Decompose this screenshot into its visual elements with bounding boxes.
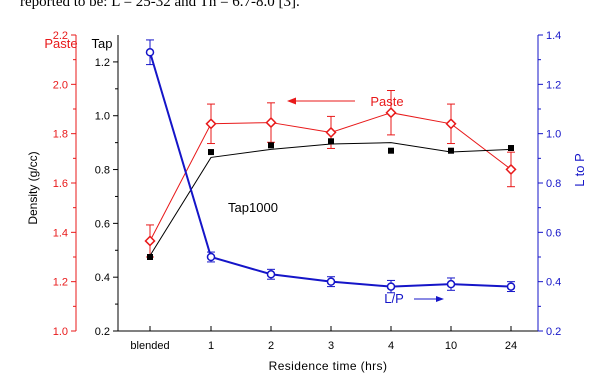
paste-annotation: Paste: [370, 94, 403, 109]
paste-point: [205, 118, 217, 130]
paste-point: [505, 163, 517, 175]
x-tick-label: 24: [505, 340, 517, 352]
left-outer-axis-tick-label: 2.0: [53, 79, 68, 91]
left-outer-axis-tick-label: 1.6: [53, 178, 68, 190]
left-inner-axis-tick-label: 0.2: [95, 326, 110, 338]
right-axis-tick-label: 0.8: [546, 178, 561, 190]
l-p-point: [326, 277, 336, 286]
axes-layer: 1.0 1.2 1.4 1.6 1.8 2.0 2.2 0.2 0.4 0.6 0.8 1.0 1.2 0…: [53, 30, 562, 352]
l-p-point: [446, 279, 456, 289]
left-outer-axis-tick-label: 1.0: [53, 326, 68, 338]
right-axis-tick-label: 0.6: [546, 227, 561, 239]
tap1000-series-line: [149, 142, 512, 256]
l-p-series-line: [149, 51, 512, 288]
right-axis-tick-label: 1.2: [546, 79, 561, 91]
tap1000-points-point: [508, 145, 514, 152]
lp-annotation: L/P: [384, 291, 404, 306]
right-axis-tick-label: 0.4: [546, 277, 561, 289]
right-axis-tick-label: 1.4: [546, 30, 561, 42]
l-p-point: [206, 252, 216, 262]
paste-point: [445, 118, 457, 130]
tap1000-points-point: [147, 254, 153, 260]
tap1000-points-point: [388, 147, 394, 154]
left-inner-unit-label: Tap: [92, 36, 113, 51]
tap1000-points-point: [448, 147, 454, 154]
left-inner-axis-tick-label: 0.8: [95, 165, 110, 177]
tap1000-points-point: [328, 138, 334, 145]
paste-point: [325, 126, 337, 138]
left-inner-axis-tick-label: 0.6: [95, 218, 110, 230]
paste-point: [385, 107, 397, 119]
lp-annotation-arrowhead: [436, 296, 444, 302]
l-p-point: [266, 270, 276, 279]
x-tick-label: blended: [130, 340, 169, 352]
tap1000-points-point: [208, 149, 214, 156]
x-tick-label: 3: [328, 340, 334, 352]
left-outer-axis-tick-label: 2.2: [53, 30, 68, 42]
tap1000-points-point: [268, 142, 274, 149]
l-p-point: [506, 282, 516, 291]
left-outer-axis-tick-label: 1.4: [53, 227, 68, 239]
l-p-point: [145, 48, 155, 57]
paste-annotation-arrowhead: [287, 97, 296, 105]
y-axis-title: Density (g/cc): [26, 151, 40, 224]
l-p-point: [386, 282, 396, 291]
right-axis-tick-label: 1.0: [546, 129, 561, 141]
x-axis-title: Residence time (hrs): [269, 359, 388, 373]
right-axis-tick-label: 0.2: [546, 326, 561, 338]
series-layer: [144, 39, 517, 294]
left-inner-axis-tick-label: 0.4: [95, 272, 110, 284]
right-axis-title: L to P: [572, 153, 587, 186]
x-tick-label: 10: [445, 340, 457, 352]
x-tick-label: 2: [268, 340, 274, 352]
tap-annotation: Tap1000: [228, 200, 278, 215]
paste-point: [144, 235, 156, 247]
left-outer-axis-tick-label: 1.2: [53, 277, 68, 289]
left-inner-axis-tick-label: 1.0: [95, 111, 110, 123]
left-outer-unit-label: Paste: [44, 36, 77, 51]
x-tick-label: 1: [208, 340, 214, 352]
body-text-line: reported to be: L = 25-32 and Th = 6.7-8…: [20, 0, 300, 10]
left-outer-axis-tick-label: 1.8: [53, 129, 68, 141]
paste-point: [265, 117, 277, 129]
x-tick-label: 4: [388, 340, 394, 352]
left-inner-axis-tick-label: 1.2: [95, 57, 110, 69]
